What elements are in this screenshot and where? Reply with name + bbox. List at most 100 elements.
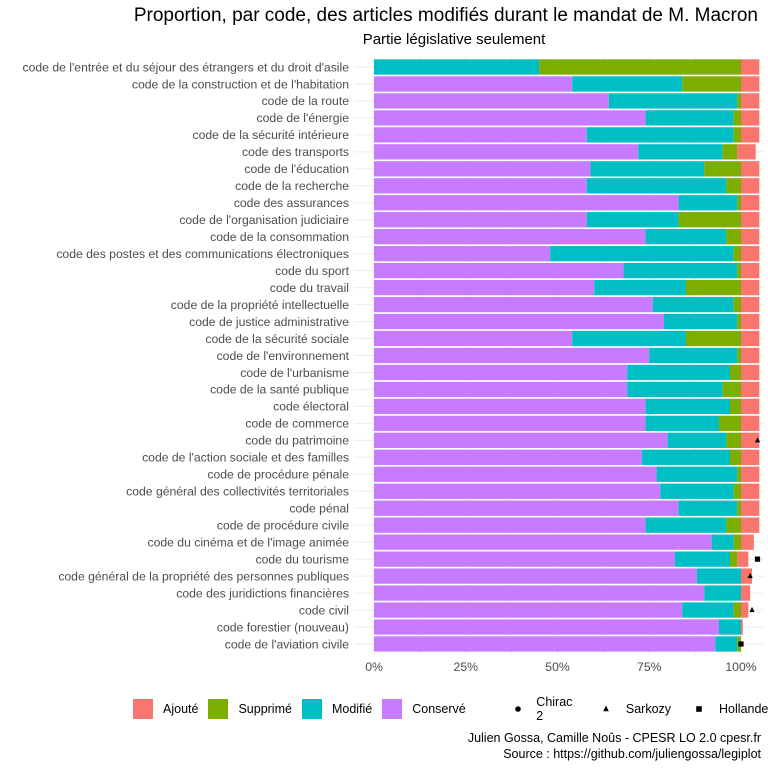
x-tick-label: 50% <box>545 660 570 674</box>
bar-segment-ajoute <box>741 449 760 465</box>
y-tick-label: code du cinéma et de l'image animée <box>147 535 349 549</box>
legend-item-modifie: Modifié <box>301 699 373 719</box>
bar-segment-conserve <box>374 415 646 432</box>
bar-segment-supprime <box>737 466 741 482</box>
bar-segment-conserve <box>374 466 657 482</box>
legend: Ajouté Supprimé Modifié Conservé Chirac 2 Sar… <box>133 695 768 723</box>
bar-segment-modifie <box>696 568 741 584</box>
bar-segment-modifie <box>682 602 734 618</box>
y-tick-label: code civil <box>299 603 349 617</box>
marker-square <box>754 556 761 562</box>
bar-segment-supprime <box>733 602 741 618</box>
y-tick-label: code de justice administrative <box>189 315 349 329</box>
bar-segment-conserve <box>374 178 587 194</box>
caption-authors: Julien Gossa, Camille Noûs - CPESR LO 2.… <box>467 731 761 745</box>
y-tick-label: code de commerce <box>245 417 349 431</box>
bar-segment-modifie <box>674 551 730 567</box>
chart-subtitle: Partie législative seulement <box>362 31 546 48</box>
y-tick-label: code de l'éducation <box>244 162 349 176</box>
y-tick-label: code de l'environnement <box>217 349 350 363</box>
legend-label: Ajouté <box>163 702 199 716</box>
bar-segment-modifie <box>586 178 727 194</box>
bar-segment-ajoute <box>741 246 760 262</box>
bar-segment-ajoute <box>741 568 753 584</box>
bar-segment-supprime <box>733 483 741 499</box>
bar-segment-ajoute <box>741 195 760 211</box>
bar-segment-modifie <box>623 262 738 279</box>
y-tick-label: code forestier (nouveau) <box>217 620 349 634</box>
x-tick-label: 25% <box>454 660 479 674</box>
y-tick-label: code de procédure pénale <box>207 468 349 482</box>
bar-segment-supprime <box>685 279 741 296</box>
bar-segment-conserve <box>374 229 646 245</box>
bar-segment-modifie <box>641 449 730 465</box>
legend-label: Modifié <box>331 702 373 716</box>
bar-segment-conserve <box>374 93 609 109</box>
bar-segment-modifie <box>645 229 727 245</box>
marker-triangle <box>754 437 761 443</box>
bar-segment-ajoute <box>741 279 760 296</box>
bar-segment-supprime <box>729 364 741 381</box>
bar-segment-conserve <box>374 381 628 398</box>
bar-segment-supprime <box>718 415 741 432</box>
bar-segment-modifie <box>711 534 734 550</box>
x-tick-label: 100% <box>725 660 756 674</box>
bar-segment-ajoute <box>741 127 760 143</box>
bar-segment-modifie <box>667 432 727 448</box>
legend-item-conserve: Conservé <box>382 699 466 719</box>
y-tick-label: code des assurances <box>234 196 349 210</box>
bar-segment-modifie <box>645 110 734 126</box>
bar-segment-conserve <box>374 432 668 448</box>
legend-item-chirac-2: Chirac 2 <box>508 695 577 723</box>
bar-segment-conserve <box>374 602 683 618</box>
y-tick-label: code général de la propriété des personn… <box>58 569 349 583</box>
bar-segment-conserve <box>374 195 679 211</box>
y-tick-label: code de la propriété intellectuelle <box>171 298 349 312</box>
bar-segment-modifie <box>594 279 686 296</box>
bar-segment-supprime <box>726 432 741 448</box>
bar-segment-supprime <box>682 76 741 92</box>
legend-marker-circle-icon <box>515 706 522 712</box>
y-tick-label: code du travail <box>270 281 349 295</box>
bar-segment-ajoute <box>741 517 760 533</box>
bar-segment-conserve <box>374 161 591 177</box>
bar-segment-supprime <box>539 59 741 75</box>
bar-segment-modifie <box>627 364 730 381</box>
bar-segment-ajoute <box>741 212 760 228</box>
bar-segment-modifie <box>645 517 727 533</box>
bar-segment-ajoute <box>741 313 760 330</box>
bar-segment-supprime <box>729 449 741 465</box>
legend-marker-triangle-icon <box>603 705 609 712</box>
bar-segment-supprime <box>737 347 741 364</box>
bar-segment-ajoute <box>741 110 760 126</box>
bar-segment-supprime <box>737 195 741 211</box>
bar-segment-modifie <box>608 93 738 109</box>
bar-segment-supprime <box>733 246 741 262</box>
y-tick-label: code du sport <box>275 264 349 278</box>
legend-item-ajoute: Ajouté <box>133 699 198 719</box>
y-tick-label: code de l'énergie <box>257 111 350 125</box>
bar-segment-conserve <box>374 483 661 499</box>
bar-segment-supprime <box>737 313 741 330</box>
bar-segment-ajoute <box>741 347 760 364</box>
y-tick-label: code général des collectivités territori… <box>126 485 349 499</box>
y-tick-label: code de la route <box>262 94 350 108</box>
y-tick-label: code de l'organisation judiciaire <box>179 213 349 227</box>
bar-segment-ajoute <box>741 381 760 398</box>
bar-segment-supprime <box>733 110 741 126</box>
bar-segment-ajoute <box>741 619 743 635</box>
bar-segment-supprime <box>726 178 741 194</box>
bar-segment-modifie <box>656 466 738 482</box>
bar-segment-ajoute <box>741 93 760 109</box>
bar-segment-conserve <box>374 500 679 516</box>
bar-segment-modifie <box>590 161 705 177</box>
legend-item-sarkozy: Sarkozy <box>596 702 671 716</box>
legend-swatch <box>301 699 322 719</box>
bar-segment-modifie <box>704 585 741 601</box>
bar-segment-supprime <box>726 517 741 533</box>
bar-segment-modifie <box>678 195 738 211</box>
bar-segment-supprime <box>733 534 741 550</box>
bar-segment-conserve <box>374 585 705 601</box>
bar-segment-modifie <box>660 483 734 499</box>
caption-source: Source : https://github.com/juliengossa/… <box>503 747 761 761</box>
